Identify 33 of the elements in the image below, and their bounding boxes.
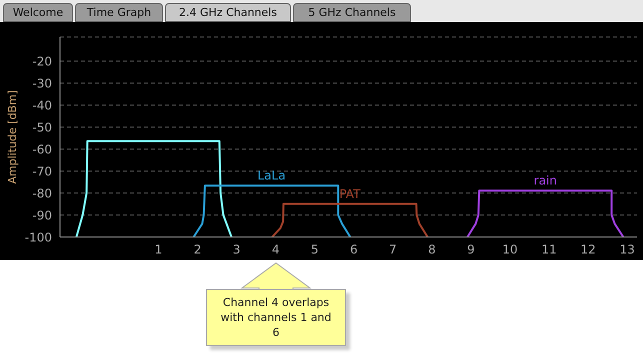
x-tick-label: 7: [389, 242, 397, 257]
x-tick-label: 9: [467, 242, 475, 257]
x-tick-label: 12: [580, 242, 596, 257]
series-label: LaLa: [258, 168, 286, 183]
y-tick-label: -70: [32, 164, 52, 178]
text: Time Graph: [75, 3, 163, 22]
x-tick-label: 8: [428, 242, 436, 257]
y-tick-label: -50: [32, 120, 52, 134]
x-tick-label: 11: [541, 242, 557, 257]
y-tick-label: -30: [32, 76, 52, 90]
x-tick-label: 10: [502, 242, 518, 257]
x-tick-label: 4: [272, 242, 280, 257]
x-tick-label: 1: [154, 242, 162, 257]
text: 2.4 GHz Channels: [165, 3, 291, 22]
x-tick-label: 3: [232, 242, 240, 257]
x-tick-label: 5: [310, 242, 319, 257]
line-series: [466, 190, 624, 237]
x-tick-label: 2: [194, 242, 202, 257]
y-tick-label: -40: [32, 98, 52, 112]
text: 5 GHz Channels: [293, 3, 411, 22]
y-tick-label: -80: [32, 186, 52, 200]
y-tick-label: -60: [32, 142, 52, 156]
x-tick-label: 6: [350, 242, 358, 257]
text: Welcome: [3, 3, 73, 22]
y-axis-title: Amplitude [dBm]: [6, 90, 19, 184]
line-series: [271, 202, 429, 237]
x-tick-label: 13: [620, 242, 635, 257]
line-series: [75, 140, 232, 237]
y-tick-label: -20: [32, 54, 52, 68]
y-tick-label: -90: [32, 208, 52, 222]
series-label: rain: [534, 174, 558, 188]
y-tick-label: -100: [24, 230, 52, 244]
series-label: PAT: [339, 186, 362, 201]
